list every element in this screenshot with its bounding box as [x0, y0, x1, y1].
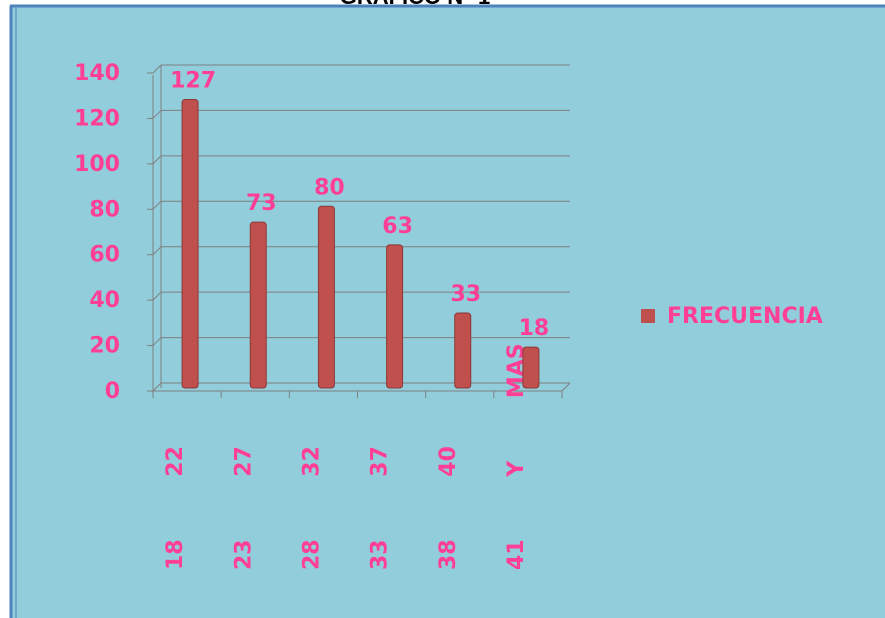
x-tick-label: 28 32 [299, 446, 324, 570]
bar [249, 221, 267, 389]
value-label: 18 [519, 316, 550, 341]
bar [317, 205, 335, 389]
x-tick-label: 23 27 [231, 446, 256, 570]
legend-label: FRECUENCIA [667, 304, 823, 329]
x-tick-label: 18 22 [163, 446, 188, 570]
floor-slant [561, 382, 571, 392]
y-tick-label: 0 [105, 379, 120, 404]
chart-title: GRAFICO N° 1 [340, 0, 491, 9]
y-tick-label: 20 [89, 334, 120, 359]
bar [454, 312, 472, 389]
grid-slant [152, 337, 162, 346]
chart-background [10, 6, 885, 618]
grid-slant [152, 155, 162, 165]
grid-slant [152, 291, 162, 301]
x-tick-label: 38 40 [436, 446, 461, 570]
value-label: 33 [450, 282, 481, 307]
grid-slant [152, 246, 162, 256]
grid-slant [152, 200, 162, 210]
y-tick-label: 120 [74, 106, 120, 131]
bar [522, 346, 540, 389]
value-label: 73 [246, 191, 277, 216]
grid-slant [152, 382, 162, 392]
grid-slant [152, 64, 162, 74]
y-tick-label: 40 [89, 288, 120, 313]
y-tick-label: 140 [74, 61, 120, 86]
value-label: 127 [170, 69, 216, 94]
y-tick-label: 100 [74, 152, 120, 177]
value-label: 80 [314, 175, 345, 200]
y-tick-label: 80 [89, 197, 120, 222]
bar [181, 99, 199, 389]
value-label: 63 [382, 214, 413, 239]
grid-slant [152, 110, 162, 119]
legend-swatch [641, 309, 655, 323]
x-tick-label: 33 37 [368, 446, 393, 570]
bar [386, 244, 404, 389]
y-tick-label: 60 [89, 243, 120, 268]
